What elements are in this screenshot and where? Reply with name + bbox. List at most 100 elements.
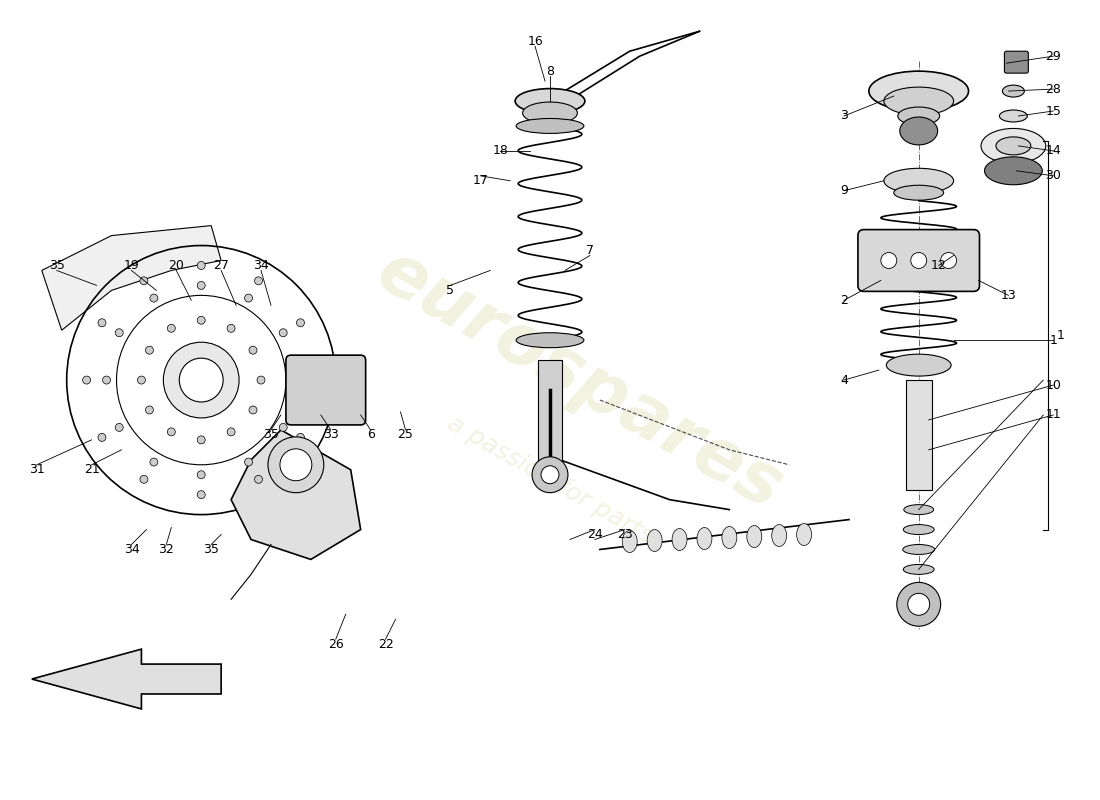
Circle shape <box>896 582 940 626</box>
Circle shape <box>145 406 153 414</box>
Text: 10: 10 <box>1045 378 1062 391</box>
Circle shape <box>257 376 265 384</box>
Circle shape <box>102 376 110 384</box>
Ellipse shape <box>883 168 954 194</box>
Circle shape <box>82 376 90 384</box>
Ellipse shape <box>883 87 954 115</box>
Circle shape <box>167 428 175 436</box>
Text: 35: 35 <box>263 428 279 442</box>
Text: 29: 29 <box>1045 50 1062 62</box>
Ellipse shape <box>904 505 934 514</box>
Circle shape <box>279 423 287 431</box>
Circle shape <box>532 457 568 493</box>
Text: 32: 32 <box>158 543 174 556</box>
Circle shape <box>197 262 206 270</box>
Ellipse shape <box>981 129 1046 163</box>
Ellipse shape <box>900 117 937 145</box>
Text: 8: 8 <box>546 65 554 78</box>
Ellipse shape <box>796 523 812 546</box>
Polygon shape <box>42 226 221 330</box>
Text: 4: 4 <box>840 374 848 386</box>
Ellipse shape <box>623 530 637 553</box>
Circle shape <box>249 346 257 354</box>
Text: 35: 35 <box>48 259 65 272</box>
Circle shape <box>197 490 206 498</box>
Polygon shape <box>32 649 221 709</box>
Circle shape <box>197 282 206 290</box>
Text: 33: 33 <box>323 428 339 442</box>
Circle shape <box>167 324 175 332</box>
Text: 22: 22 <box>377 638 394 650</box>
Ellipse shape <box>1000 110 1027 122</box>
Ellipse shape <box>697 527 712 550</box>
Text: 6: 6 <box>366 428 375 442</box>
Circle shape <box>249 406 257 414</box>
Text: 9: 9 <box>840 184 848 198</box>
Ellipse shape <box>903 565 934 574</box>
Circle shape <box>244 294 253 302</box>
Circle shape <box>292 376 300 384</box>
Ellipse shape <box>1002 85 1024 97</box>
FancyBboxPatch shape <box>858 230 979 291</box>
Text: 23: 23 <box>617 528 632 541</box>
Ellipse shape <box>984 157 1043 185</box>
Ellipse shape <box>747 526 762 547</box>
Circle shape <box>140 277 147 285</box>
Bar <box>905 380 932 490</box>
Ellipse shape <box>672 529 688 550</box>
FancyBboxPatch shape <box>286 355 365 425</box>
Circle shape <box>268 437 323 493</box>
Text: 7: 7 <box>586 244 594 257</box>
Ellipse shape <box>772 525 786 546</box>
Ellipse shape <box>904 584 934 594</box>
Circle shape <box>881 253 896 269</box>
Text: 26: 26 <box>328 638 343 650</box>
Ellipse shape <box>516 333 584 348</box>
Text: 17: 17 <box>472 174 488 187</box>
Text: 20: 20 <box>168 259 184 272</box>
Circle shape <box>244 458 253 466</box>
Ellipse shape <box>898 107 939 125</box>
Ellipse shape <box>894 186 944 200</box>
Circle shape <box>254 277 263 285</box>
Text: 21: 21 <box>84 463 99 476</box>
Text: a passion for parts: a passion for parts <box>443 411 657 549</box>
Circle shape <box>311 376 320 384</box>
Text: 25: 25 <box>397 428 414 442</box>
Circle shape <box>297 434 305 442</box>
Ellipse shape <box>515 89 585 114</box>
Text: 35: 35 <box>204 543 219 556</box>
Circle shape <box>98 318 106 326</box>
Ellipse shape <box>869 71 968 111</box>
Text: 30: 30 <box>1045 170 1062 182</box>
Circle shape <box>908 594 930 615</box>
Circle shape <box>254 475 263 483</box>
Circle shape <box>138 376 145 384</box>
Text: 1: 1 <box>1056 329 1064 342</box>
Text: 15: 15 <box>1045 105 1062 118</box>
Ellipse shape <box>647 530 662 551</box>
Ellipse shape <box>516 118 584 134</box>
Text: 11: 11 <box>1045 409 1062 422</box>
Text: 27: 27 <box>213 259 229 272</box>
Text: 16: 16 <box>527 34 543 48</box>
Ellipse shape <box>903 525 934 534</box>
Text: 28: 28 <box>1045 82 1062 95</box>
Text: 18: 18 <box>492 144 508 158</box>
Circle shape <box>140 475 147 483</box>
Circle shape <box>541 466 559 484</box>
Text: 24: 24 <box>587 528 603 541</box>
Ellipse shape <box>722 526 737 549</box>
FancyBboxPatch shape <box>1004 51 1028 73</box>
Circle shape <box>179 358 223 402</box>
Ellipse shape <box>522 102 578 124</box>
Circle shape <box>98 434 106 442</box>
Ellipse shape <box>887 354 952 376</box>
Circle shape <box>150 294 158 302</box>
Text: 34: 34 <box>123 543 140 556</box>
Circle shape <box>279 329 287 337</box>
Circle shape <box>145 346 153 354</box>
Polygon shape <box>231 430 361 559</box>
Circle shape <box>197 470 206 478</box>
Circle shape <box>197 316 206 324</box>
